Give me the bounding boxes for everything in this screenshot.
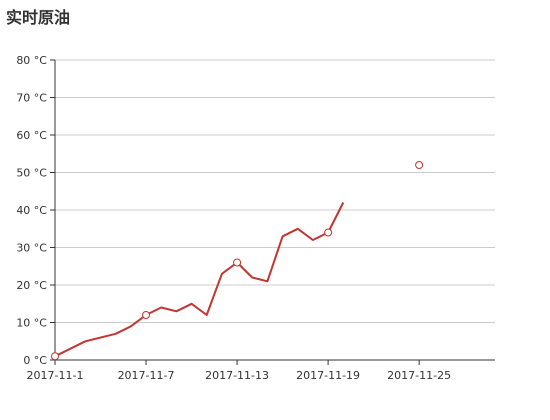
y-tick-label: 10 °C: [16, 317, 47, 330]
y-tick-label: 40 °C: [16, 204, 47, 217]
y-tick-label: 0 °C: [23, 354, 47, 367]
x-tick-label: 2017-11-13: [205, 369, 269, 382]
y-tick-label: 20 °C: [16, 279, 47, 292]
y-tick-label: 70 °C: [16, 92, 47, 105]
series-line: [54, 202, 345, 358]
data-point: [324, 228, 333, 237]
x-tick-label: 2017-11-19: [296, 369, 360, 382]
y-tick-label: 60 °C: [16, 129, 47, 142]
y-tick-label: 30 °C: [16, 242, 47, 255]
axes: [50, 59, 495, 365]
data-point: [142, 311, 151, 319]
data-point: [51, 352, 59, 361]
x-axis-tick-labels: 2017-11-1 2017-11-7 2017-11-13 2017-11-19 20…: [27, 369, 452, 382]
y-tick-label: 80 °C: [16, 54, 47, 67]
x-tick-label: 2017-11-1: [27, 369, 84, 382]
data-series: [54, 202, 345, 358]
marked-points: [51, 161, 424, 361]
x-tick-label: 2017-11-25: [387, 369, 451, 382]
y-axis-tick-labels: 0 °C 10 °C 20 °C 30 °C 40 °C 50 °C 60 °C 70 °C 8…: [16, 54, 47, 367]
chart-title: 实时原油: [6, 8, 71, 27]
data-point: [233, 258, 242, 267]
grid-lines: [55, 59, 495, 323]
data-point: [415, 161, 424, 169]
x-tick-label: 2017-11-7: [118, 369, 175, 382]
y-tick-label: 50 °C: [16, 167, 47, 180]
